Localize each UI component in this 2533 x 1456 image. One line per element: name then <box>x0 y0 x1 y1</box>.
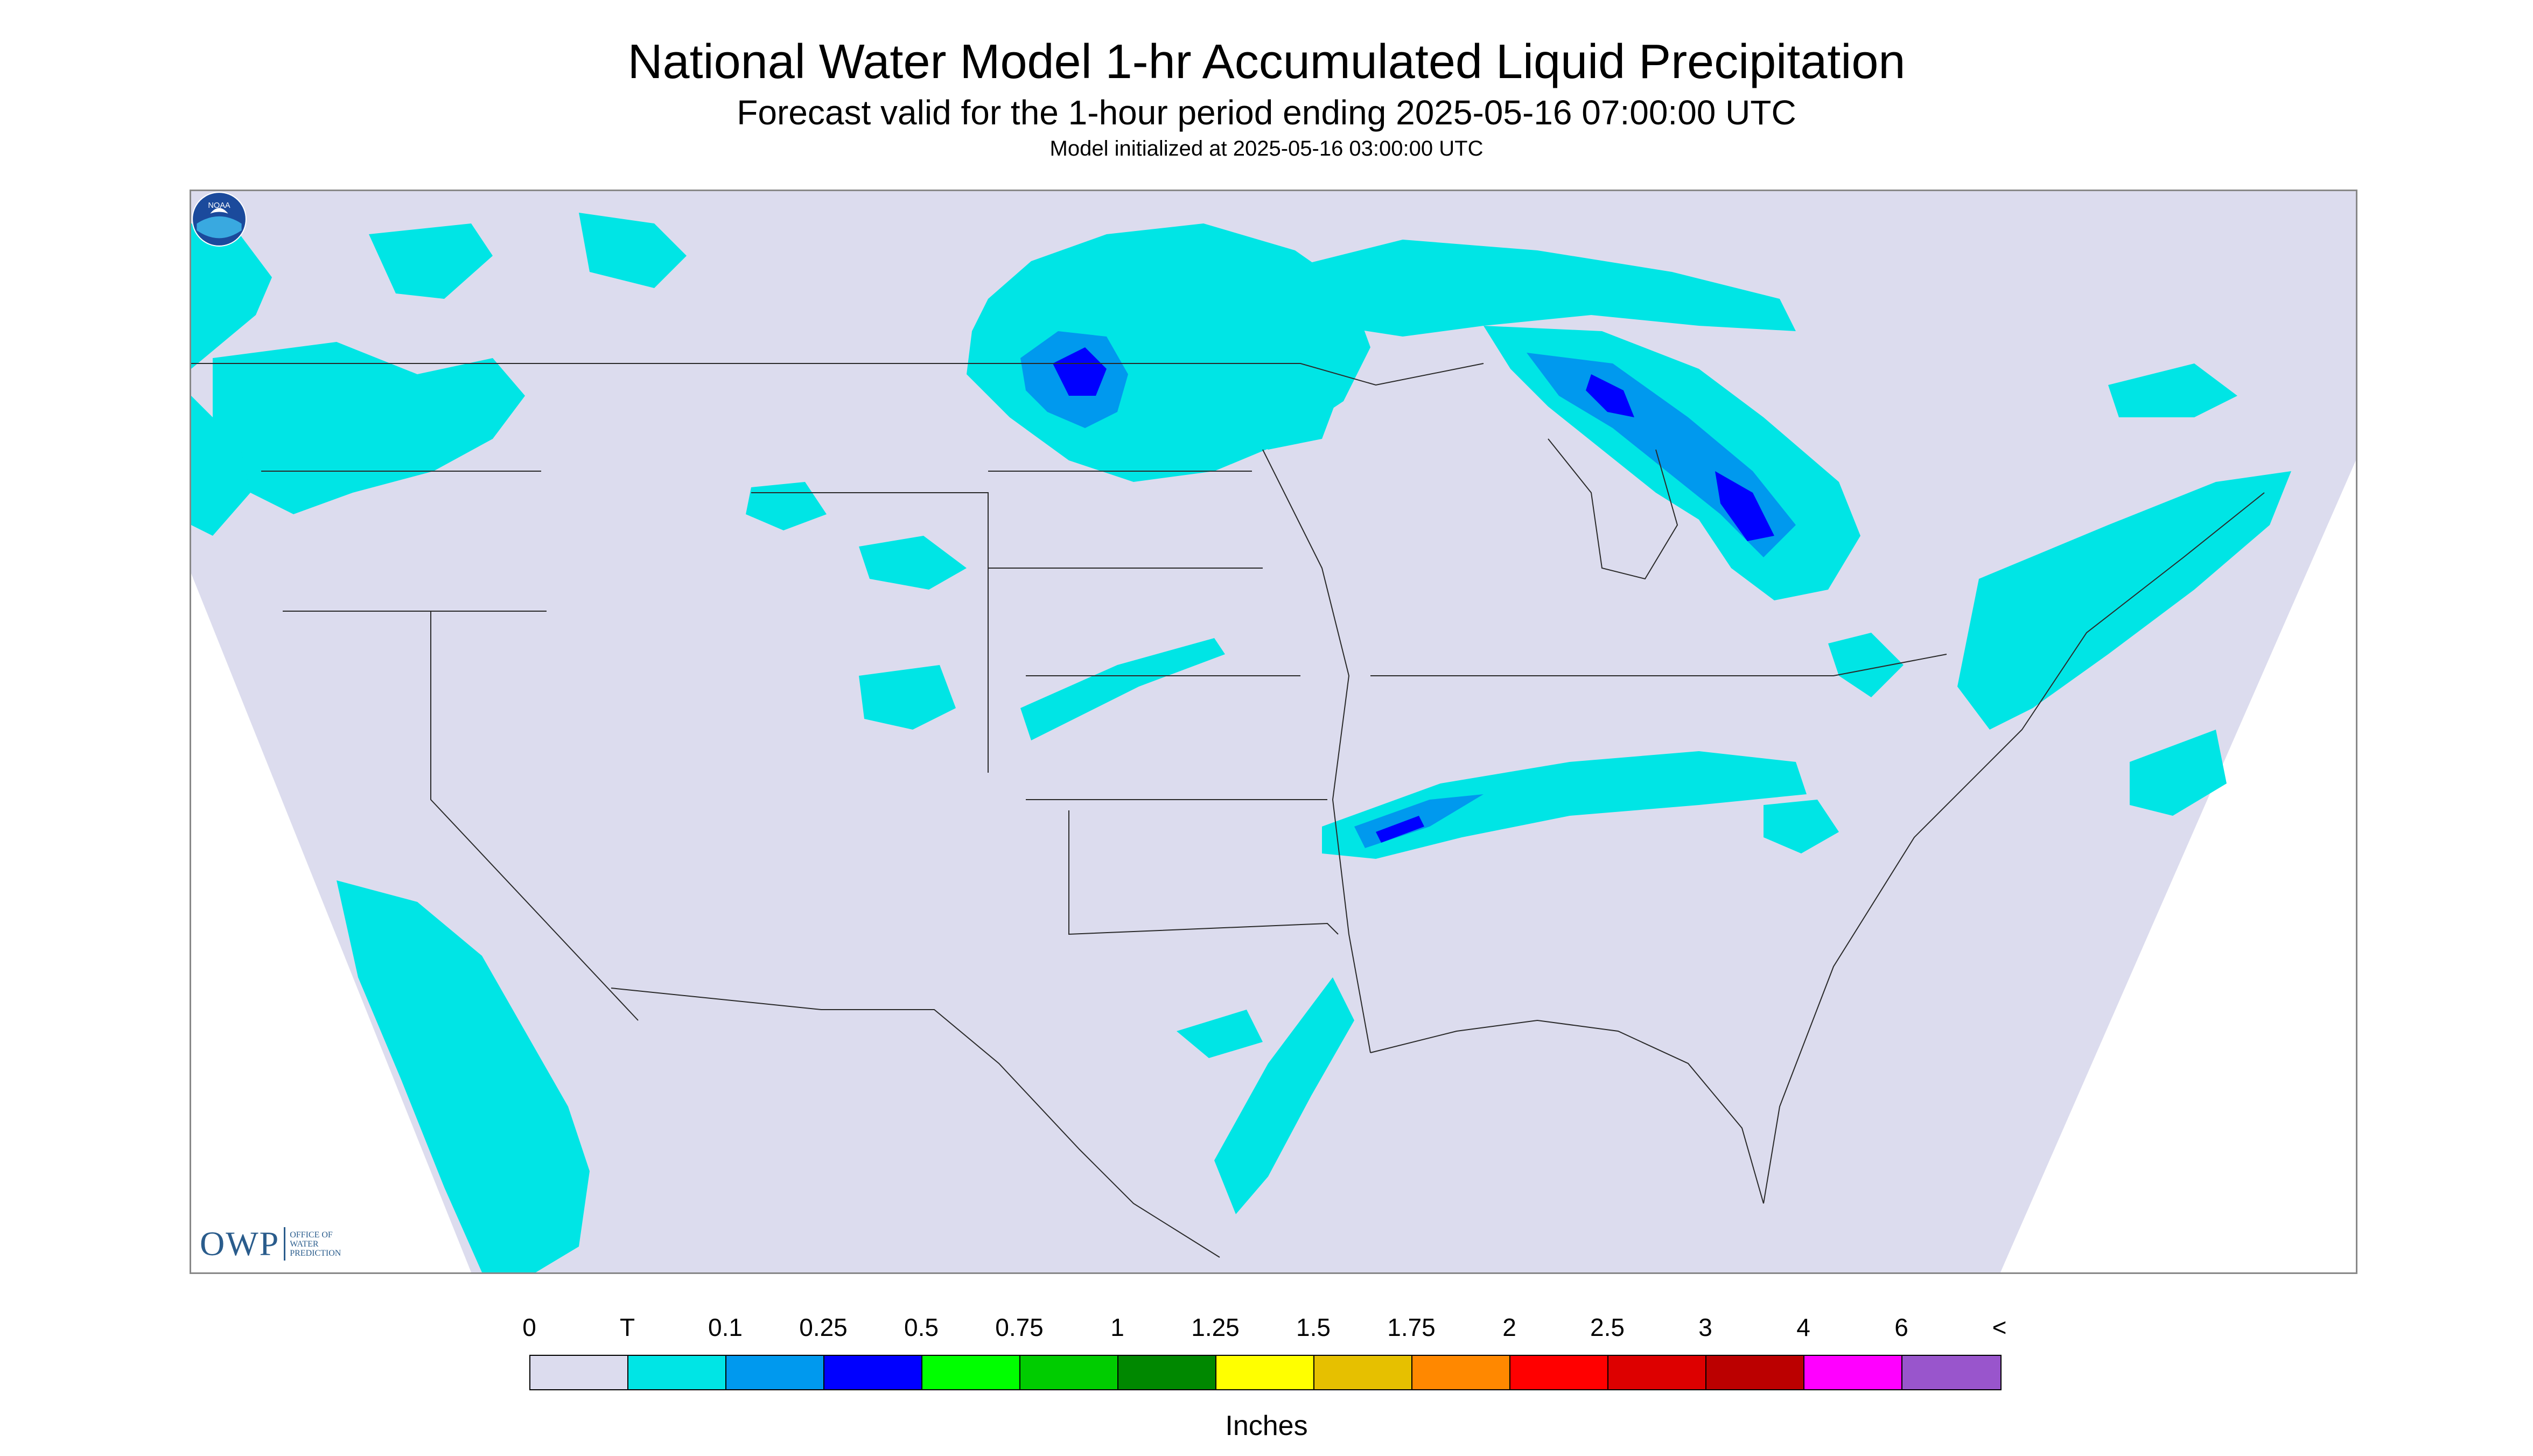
legend-swatch <box>1510 1356 1608 1389</box>
state-line-ok-tx <box>1068 810 1339 935</box>
legend-tick-label: 2.5 <box>1590 1313 1625 1341</box>
legend-tick-label: 1.75 <box>1387 1313 1436 1341</box>
precip-area-wyoming <box>746 482 827 530</box>
legend-swatch <box>1216 1356 1314 1389</box>
legend-color-bar <box>529 1355 2002 1390</box>
noaa-logo-icon: NOAA <box>192 192 247 247</box>
legend-tick-label: 0.1 <box>708 1313 743 1341</box>
owp-logo: OWP OFFICE OF WATER PREDICTION <box>200 1224 349 1264</box>
precip-area-minnesota <box>1225 369 1338 450</box>
precip-area-great-lakes-peak <box>1715 471 1774 541</box>
map-canvas <box>191 191 2356 1272</box>
legend-tick-label: 6 <box>1894 1313 1908 1341</box>
precip-area-bc <box>369 223 493 299</box>
legend-swatch <box>1804 1356 1902 1389</box>
legend-swatch <box>824 1356 922 1389</box>
precip-area-atlantic <box>2130 730 2227 816</box>
precip-area-great-lakes-peak-2 <box>1586 374 1634 417</box>
precipitation-layer <box>191 213 2291 1272</box>
legend-tick-label: 0.25 <box>799 1313 848 1341</box>
legend-tick-label: 0.5 <box>904 1313 939 1341</box>
state-line-wy <box>751 492 989 773</box>
state-line-ca-nv <box>430 611 639 1021</box>
legend-tick-label: 0.75 <box>995 1313 1044 1341</box>
precip-area-nebraska <box>859 536 967 590</box>
legend-swatch <box>1608 1356 1706 1389</box>
color-legend: 0 T 0.1 0.25 0.5 0.75 1 1.25 1.5 1.75 2 2.5 3 4 6 < <box>522 1313 2016 1410</box>
legend-swatch <box>1118 1356 1216 1389</box>
precip-area-carolinas <box>1764 800 1839 853</box>
legend-swatch <box>922 1356 1020 1389</box>
legend-tick-label: T <box>619 1313 635 1341</box>
legend-swatch <box>726 1356 824 1389</box>
precip-area-colorado <box>859 665 956 730</box>
owp-wordmark: OWP <box>200 1224 280 1263</box>
legend-swatch <box>1902 1356 2000 1389</box>
us-mexico-border <box>611 988 1220 1258</box>
legend-tick-label: < <box>1992 1313 2007 1341</box>
legend-swatch <box>1314 1356 1412 1389</box>
model-init-text: Model initialized at 2025-05-16 03:00:00… <box>1049 137 1484 160</box>
precipitation-map: OWP OFFICE OF WATER PREDICTION NOAA <box>190 190 2357 1274</box>
precip-area-ohio-valley <box>1828 633 1904 697</box>
precip-area-gulf <box>1177 1010 1263 1058</box>
state-line-midwest <box>1370 654 1947 676</box>
atlantic-coast <box>1763 492 2265 1204</box>
owp-divider <box>284 1227 286 1261</box>
legend-tick-label: 3 <box>1698 1313 1712 1341</box>
noaa-text: NOAA <box>208 201 230 210</box>
precip-area-oregon-coast <box>191 396 250 536</box>
legend-swatch <box>628 1356 726 1389</box>
map-borders <box>191 363 2265 1258</box>
precip-area-new-england <box>2108 363 2237 417</box>
gulf-coast <box>1370 1019 1764 1204</box>
lake-michigan-shore <box>1548 438 1678 580</box>
legend-tick-label: 1 <box>1110 1313 1124 1341</box>
mississippi-river <box>1262 449 1371 1053</box>
legend-tick-label: 4 <box>1796 1313 1810 1341</box>
precip-area-northeast <box>1957 471 2291 730</box>
legend-tick-label: 2 <box>1502 1313 1516 1341</box>
legend-units-label: Inches <box>1225 1410 1308 1441</box>
precip-area-mid-south-band <box>1322 751 1807 859</box>
precip-area-kansas-band <box>1020 638 1225 740</box>
legend-tick-label: 1.5 <box>1296 1313 1331 1341</box>
map-title: National Water Model 1-hr Accumulated Li… <box>627 35 1906 89</box>
precip-area-pacific-northwest <box>191 223 272 369</box>
legend-tick-label: 1.25 <box>1191 1313 1240 1341</box>
us-canada-border <box>191 363 1484 386</box>
precip-area-dakotas-peak <box>1053 347 1107 396</box>
precip-area-texas-coast <box>1214 977 1354 1214</box>
legend-swatch <box>1020 1356 1118 1389</box>
legend-swatch <box>1412 1356 1510 1389</box>
map-subtitle: Forecast valid for the 1-hour period end… <box>737 93 1796 132</box>
owp-subtext: OFFICE OF WATER PREDICTION <box>290 1230 341 1258</box>
legend-tick-label: 0 <box>522 1313 536 1341</box>
precip-area-ontario <box>1295 240 1796 337</box>
precip-area-bc-2 <box>579 213 687 288</box>
precip-area-pacific-southwest <box>337 880 590 1272</box>
legend-swatch <box>1706 1356 1804 1389</box>
legend-swatch <box>530 1356 628 1389</box>
precip-area-mid-south-peak <box>1376 816 1424 843</box>
